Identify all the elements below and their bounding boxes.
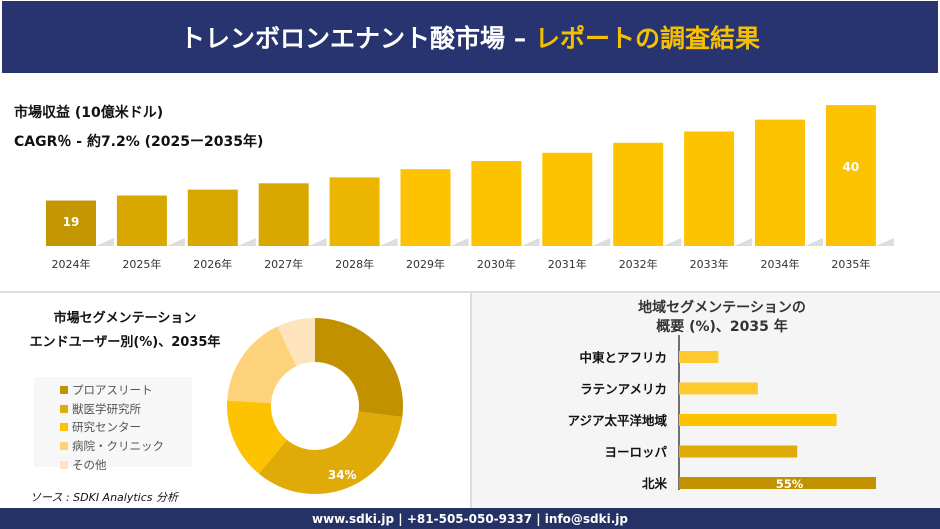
donut-segment: [315, 318, 403, 418]
region-segment-panel: 地域セグメンテーションの 概要 (%)、2035 年 中東とアフリカ ラテンアメリ…: [470, 293, 940, 508]
x-tick-label: 2033年: [690, 257, 729, 271]
revenue-bar: [825, 105, 876, 246]
cagr-label: CAGR％ - 約7.2% (2025ー2035年): [14, 134, 264, 150]
region-bar: [679, 414, 837, 426]
bar-shadow: [237, 238, 256, 246]
revenue-bar: [187, 189, 238, 246]
x-tick-label: 2030年: [477, 257, 516, 271]
bar-shadow: [592, 238, 611, 246]
bar-shadow: [166, 238, 185, 246]
legend-item: その他: [60, 455, 192, 474]
region-label: 北米: [642, 476, 668, 491]
source-note: ソース : SDKI Analytics 分析: [30, 491, 179, 504]
segment-title-line2: エンドユーザー別(%)、2035年: [29, 335, 221, 350]
revenue-bar: [258, 183, 309, 246]
bar-shadow: [663, 238, 682, 246]
bar-shadow: [805, 238, 823, 246]
region-bar: [679, 477, 876, 489]
end-user-donut-chart: 34%: [227, 318, 403, 494]
donut-segment: [227, 326, 297, 404]
region-bar: [679, 382, 758, 395]
bar-data-label: 19: [63, 215, 80, 229]
x-tick-label: 2029年: [406, 257, 445, 271]
revenue-bar: [46, 200, 96, 246]
revenue-bar: [400, 169, 451, 246]
donut-segment: [258, 411, 403, 494]
legend-item: 研究センター: [60, 418, 192, 437]
revenue-bar: [542, 152, 593, 246]
divider: [0, 291, 940, 293]
report-header: トレンボロンエナント酸市場 – レポートの調査結果: [2, 1, 938, 73]
legend-label: プロアスリート: [72, 383, 153, 398]
donut-data-label: 34%: [328, 468, 357, 482]
x-tick-label: 2024年: [52, 257, 91, 271]
bar-data-label: 40: [843, 160, 860, 174]
revenue-bar: [755, 119, 805, 246]
region-label: ラテンアメリカ: [580, 382, 667, 397]
donut-legend: プロアスリート 獣医学研究所 研究センター病院・クリニック その他: [34, 377, 192, 472]
bar-shadow: [734, 238, 753, 246]
bar-shadow: [308, 238, 327, 246]
x-tick-label: 2028年: [335, 257, 374, 271]
footer-contact: www.sdki.jp | +81-505-050-9337 | info@sd…: [0, 508, 940, 529]
revenue-bar: [116, 195, 167, 246]
bar-shadow: [379, 238, 398, 246]
x-tick-label: 2032年: [619, 257, 658, 271]
revenue-label: 市場収益 (10億米ドル): [14, 105, 164, 121]
title-main: トレンボロンエナント酸市場 –: [180, 24, 527, 53]
legend-item: プロアスリート: [60, 381, 192, 400]
legend-item: 獣医学研究所: [60, 400, 192, 419]
region-data-label: 55%: [776, 477, 804, 491]
bar-shadow: [875, 238, 894, 246]
legend-swatch: [60, 404, 68, 413]
x-tick-label: 2025年: [122, 257, 161, 271]
revenue-bar-chart: 2024年 19 2025年 2026年 2027年 2028年 2029年 2030年 203…: [46, 105, 894, 271]
end-user-segment-panel: 市場セグメンテーション エンドユーザー別(%)、2035年 プロアスリート 獣医学…: [0, 293, 470, 508]
x-tick-label: 2027年: [264, 257, 303, 271]
legend-swatch: [60, 423, 68, 432]
legend-swatch: [60, 442, 68, 451]
x-tick-label: 2031年: [548, 257, 587, 271]
region-bar: [679, 445, 798, 458]
bar-shadow: [450, 238, 469, 246]
region-title-line2: 概要 (%)、2035 年: [656, 319, 788, 335]
legend-label: 研究センター: [72, 420, 141, 435]
bar-shadow: [96, 238, 114, 246]
revenue-bar: [613, 142, 664, 246]
legend-label: 獣医学研究所: [72, 401, 141, 416]
legend-label: 病院・クリニック: [72, 439, 164, 454]
legend-label: その他: [72, 457, 107, 472]
region-title-line1: 地域セグメンテーションの: [638, 300, 806, 316]
donut-segment: [277, 318, 315, 367]
region-label: 中東とアフリカ: [579, 350, 667, 365]
title-accent: レポートの調査結果: [534, 24, 760, 53]
revenue-bar: [471, 161, 522, 246]
bar-shadow: [521, 238, 540, 246]
segment-title-line1: 市場セグメンテーション: [53, 311, 197, 326]
x-tick-label: 2035年: [831, 257, 870, 271]
region-label: ヨーロッパ: [604, 445, 667, 460]
region-bar: [679, 351, 719, 363]
revenue-bar: [329, 177, 380, 246]
region-label: アジア太平洋地域: [567, 413, 667, 428]
legend-swatch: [60, 386, 68, 395]
x-tick-label: 2026年: [193, 257, 232, 271]
revenue-bar: [684, 131, 735, 246]
legend-item: 病院・クリニック: [60, 437, 192, 456]
donut-segment: [227, 400, 287, 474]
x-tick-label: 2034年: [761, 257, 800, 271]
legend-swatch: [60, 460, 68, 469]
